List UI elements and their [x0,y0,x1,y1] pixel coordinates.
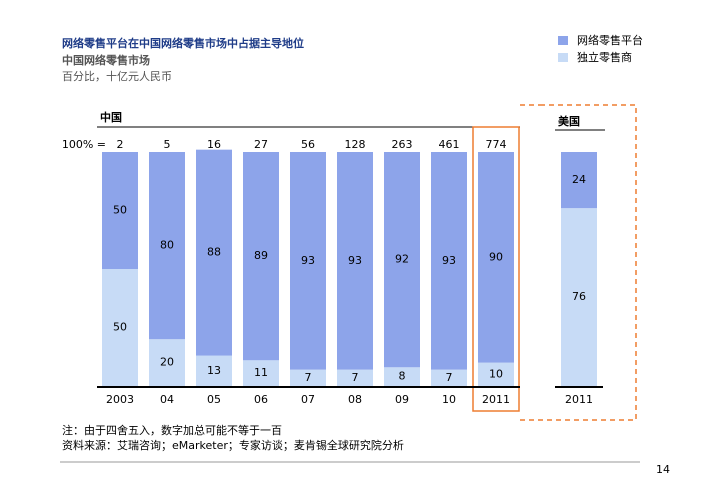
callout-box [520,104,637,421]
bar-segment [149,339,185,386]
value-label: 50 [113,204,127,217]
subtitle: 中国网络零售市场 [62,53,150,67]
value-label: 13 [207,364,221,377]
value-label: 88 [207,246,221,259]
bar-segment [478,152,514,363]
x-tick-label: 06 [254,393,268,406]
bar-segment [337,369,373,386]
chart-title: 网络零售平台在中国网络零售市场中占据主导地位 [62,36,304,50]
total-label: 2 [117,138,124,151]
total-label: 461 [439,138,460,151]
total-label: 56 [301,138,315,151]
legend-label: 独立零售商 [577,50,632,64]
value-label: 76 [572,290,586,303]
x-tick-label: 08 [348,393,362,406]
value-label: 50 [113,321,127,334]
x-tick-label: 2011 [565,393,593,406]
footnote: 资料来源：艾瑞咨询；eMarketer；专家访谈；麦肯锡全球研究院分析 [62,438,404,452]
footnote: 注：由于四舍五入，数字加总可能不等于一百 [62,423,282,437]
value-label: 20 [160,356,174,369]
highlight-box [472,126,520,412]
bar-segment [243,360,279,386]
value-label: 7 [352,371,359,384]
value-label: 11 [254,366,268,379]
bar-segment [431,152,467,370]
bar-segment [561,208,597,386]
bar-segment [196,355,232,386]
unit-note: 百分比，十亿元人民币 [62,69,172,83]
value-label: 90 [489,250,503,263]
x-tick-label: 04 [160,393,174,406]
value-label: 10 [489,367,503,380]
legend-swatch [558,36,568,45]
value-label: 89 [254,249,268,262]
value-label: 93 [348,254,362,267]
total-label: 774 [486,138,507,151]
value-label: 24 [572,173,586,186]
bar-segment [149,152,185,340]
legend-label: 网络零售平台 [577,33,643,47]
legend-swatch [558,53,568,62]
totals-label: 100% = [62,138,106,151]
value-label: 7 [305,371,312,384]
bar-segment [337,152,373,370]
bar-segment [561,152,597,209]
x-tick-label: 07 [301,393,315,406]
bar-segment [102,269,138,386]
total-label: 128 [345,138,366,151]
panel-label: 美国 [558,114,580,128]
value-label: 8 [399,370,406,383]
bar-segment [384,367,420,386]
x-tick-label: 09 [395,393,409,406]
value-label: 80 [160,239,174,252]
total-label: 5 [164,138,171,151]
x-tick-label: 2003 [106,393,134,406]
bar-segment [384,152,420,368]
total-label: 263 [392,138,413,151]
x-tick-label: 10 [442,393,456,406]
total-label: 27 [254,138,268,151]
x-tick-label: 2011 [482,393,510,406]
bar-segment [431,369,467,386]
bar-segment [196,149,232,356]
value-label: 93 [301,254,315,267]
value-label: 93 [442,254,456,267]
page-number: 14 [656,463,670,476]
total-label: 16 [207,138,221,151]
value-label: 7 [446,371,453,384]
panel-label: 中国 [100,110,122,124]
bar-segment [243,152,279,361]
bar-segment [478,362,514,386]
value-label: 92 [395,253,409,266]
bar-segment [102,152,138,269]
bar-segment [290,369,326,386]
x-tick-label: 05 [207,393,221,406]
bar-segment [290,152,326,370]
